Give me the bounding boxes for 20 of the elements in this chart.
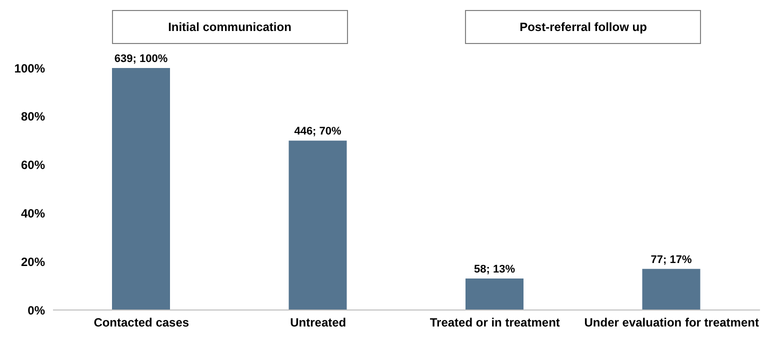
bar	[642, 268, 700, 310]
x-tick-label: Contacted cases	[94, 316, 190, 330]
bar	[466, 278, 524, 310]
text: Initial communication	[168, 20, 292, 34]
text: Post-referral follow up	[520, 20, 647, 34]
data-label: 639; 100%	[114, 53, 168, 65]
y-tick-label: 60%	[20, 158, 46, 172]
y-tick-label: 0%	[28, 303, 46, 318]
y-tick-label: 100%	[14, 61, 46, 76]
x-tick-label: Treated or in treatment	[430, 316, 560, 330]
x-tick-label: Untreated	[290, 316, 346, 330]
data-label: 446; 70%	[294, 126, 342, 138]
y-tick-label: 80%	[20, 110, 46, 124]
data-label: 58; 13%	[474, 264, 516, 276]
bar	[288, 140, 347, 310]
y-tick-label: 40%	[20, 206, 46, 220]
x-tick-label: Under evaluation for treatment	[584, 316, 759, 330]
y-tick-label: 20%	[20, 254, 46, 269]
bar	[112, 68, 170, 310]
data-label: 77; 17%	[650, 254, 692, 266]
